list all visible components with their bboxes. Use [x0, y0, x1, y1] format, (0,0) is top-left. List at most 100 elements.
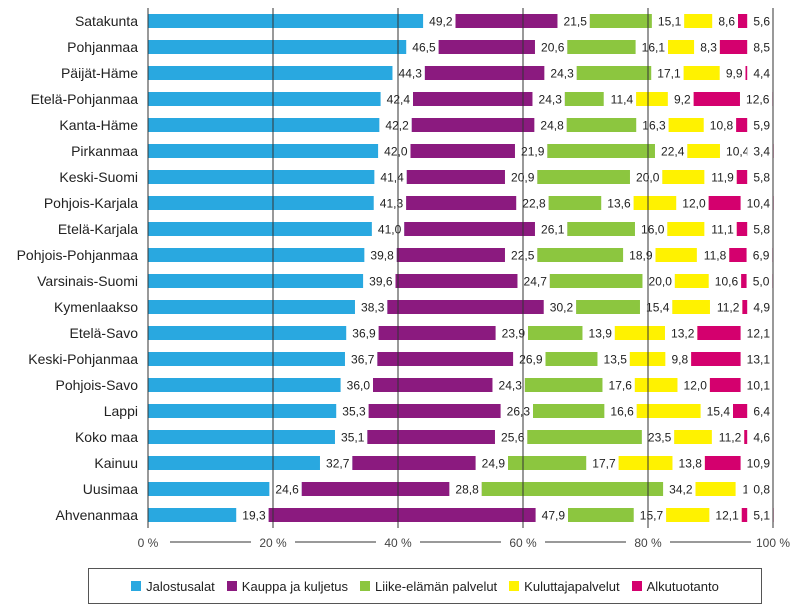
value-label: 11,4: [611, 93, 634, 107]
value-label-bg: [712, 12, 738, 30]
value-label: 21,5: [564, 15, 588, 29]
value-label-bg: [740, 376, 773, 394]
bar-segment: [404, 222, 568, 236]
value-label-bg: [629, 168, 663, 186]
category-label: Etelä-Pohjanmaa: [31, 91, 139, 107]
value-label-bg: [500, 402, 533, 420]
value-label: 42,0: [384, 145, 408, 159]
value-label: 17,1: [657, 67, 681, 81]
value-label: 11,1: [711, 223, 734, 237]
value-label-bg: [392, 64, 425, 82]
category-label: Pohjois-Karjala: [44, 195, 138, 211]
value-label: 15,1: [658, 15, 682, 29]
bar-segment: [395, 274, 550, 288]
value-label: 17,6: [609, 379, 633, 393]
value-label: 9,9: [726, 67, 743, 81]
value-label-bg: [740, 350, 773, 368]
value-label: 4,4: [753, 67, 770, 81]
value-label-bg: [582, 324, 615, 342]
value-label-bg: [664, 324, 698, 342]
value-label: 13,6: [607, 197, 631, 211]
value-label-bg: [636, 116, 669, 134]
value-label-bg: [740, 324, 773, 342]
value-label-bg: [344, 350, 378, 368]
bar-segment: [148, 248, 397, 262]
value-label-bg: [532, 90, 565, 108]
bar-segment: [268, 508, 568, 522]
value-label-bg: [747, 428, 773, 446]
value-label: 4,9: [753, 301, 770, 315]
value-label: 25,6: [501, 431, 525, 445]
value-label-bg: [269, 480, 302, 498]
bar-segment: [148, 404, 369, 418]
category-label: Kymenlaakso: [54, 299, 138, 315]
value-label: 10,4: [747, 197, 771, 211]
bar-segment: [406, 196, 549, 210]
value-label-bg: [494, 428, 528, 446]
value-label-bg: [711, 428, 745, 446]
value-label: 16,1: [642, 41, 666, 55]
value-label-bg: [663, 480, 696, 498]
value-label: 41,0: [378, 223, 402, 237]
value-label-bg: [694, 38, 720, 56]
value-label: 12,0: [684, 379, 708, 393]
value-label: 35,1: [341, 431, 365, 445]
value-label: 41,4: [380, 171, 404, 185]
value-label: 46,5: [412, 41, 436, 55]
bar-segment: [367, 430, 528, 444]
x-tick-label: 0 %: [138, 536, 159, 550]
value-label-bg: [364, 246, 397, 264]
value-label-bg: [374, 168, 407, 186]
bar-segment: [148, 222, 405, 236]
value-label-bg: [371, 220, 405, 238]
bar-segment: [148, 326, 379, 340]
value-label: 21,9: [521, 145, 545, 159]
value-label: 4,6: [753, 431, 770, 445]
value-label-bg: [709, 506, 742, 524]
value-label: 5,0: [753, 275, 770, 289]
bar-segment: [148, 352, 378, 366]
value-label-bg: [423, 12, 456, 30]
tick-label-bg: [626, 532, 670, 552]
value-label: 26,9: [519, 353, 543, 367]
value-label-bg: [504, 168, 538, 186]
value-label: 24,3: [550, 67, 574, 81]
value-label: 22,4: [661, 145, 685, 159]
value-label: 8,3: [700, 41, 717, 55]
value-label: 11,8: [704, 249, 727, 263]
value-label-bg: [504, 246, 538, 264]
value-label: 26,3: [507, 405, 531, 419]
value-label-bg: [642, 272, 675, 290]
value-label: 12,1: [715, 509, 739, 523]
value-label: 39,8: [370, 249, 394, 263]
value-label: 11,2: [719, 431, 742, 445]
bar-segment: [148, 378, 373, 392]
x-tick-label: 80 %: [634, 536, 662, 550]
legend-label: Kuluttajapalvelut: [524, 578, 620, 594]
value-label: 24,3: [539, 93, 563, 107]
value-label-bg: [602, 376, 635, 394]
value-label-bg: [475, 454, 508, 472]
value-label-bg: [747, 480, 773, 498]
value-label-bg: [747, 38, 773, 56]
category-label: Ahvenanmaa: [55, 507, 138, 523]
value-label: 15,7: [640, 509, 664, 523]
x-tick-label: 20 %: [259, 536, 287, 550]
value-label-bg: [719, 142, 753, 160]
value-label-bg: [641, 428, 675, 446]
value-label: 35,3: [342, 405, 366, 419]
value-label-bg: [635, 38, 668, 56]
value-label-bg: [747, 402, 773, 420]
value-label: 6,4: [753, 405, 770, 419]
bar-segment: [406, 170, 538, 184]
value-label: 26,1: [541, 223, 565, 237]
value-label-bg: [603, 90, 637, 108]
bar-segment: [148, 40, 439, 54]
legend-entry: Kauppa ja kuljetus: [226, 579, 348, 594]
value-label: 11,9: [711, 171, 734, 185]
value-label-bg: [604, 402, 637, 420]
value-label: 10,8: [710, 119, 734, 133]
value-label: 10,4: [726, 145, 750, 159]
category-label: Varsinais-Suomi: [37, 273, 138, 289]
value-label-bg: [535, 506, 568, 524]
